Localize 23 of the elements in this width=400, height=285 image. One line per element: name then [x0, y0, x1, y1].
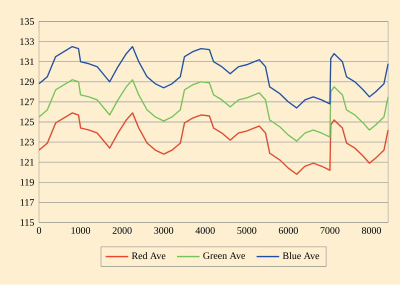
x-tick-label: 8000	[362, 227, 382, 234]
legend-label: Red Ave	[132, 252, 166, 260]
x-tick-label: 3000	[154, 227, 174, 234]
x-tick-label: 1000	[72, 227, 90, 234]
y-tick-label: 133	[20, 38, 34, 46]
x-tick-label: 7000	[320, 227, 340, 234]
y-tick-label: 123	[20, 138, 34, 146]
legend-label: Green Ave	[203, 252, 246, 260]
y-tick-label: 121	[20, 159, 34, 166]
y-tick-label: 135	[20, 18, 34, 26]
legend-label: Blue Ave	[282, 252, 320, 260]
x-tick-label: 2000	[112, 227, 132, 234]
x-tick-label: 5000	[237, 227, 256, 234]
y-tick-label: 131	[20, 58, 34, 66]
y-tick-label: 129	[20, 78, 34, 86]
x-tick-label: 4000	[196, 227, 215, 234]
y-tick-label: 115	[20, 219, 34, 226]
y-tick-label: 117	[20, 199, 34, 206]
y-tick-label: 125	[20, 118, 34, 126]
x-tick-label: 6000	[278, 227, 298, 234]
y-tick-label: 127	[20, 98, 34, 106]
x-tick-label: 0	[36, 227, 42, 234]
y-tick-label: 119	[20, 179, 34, 186]
